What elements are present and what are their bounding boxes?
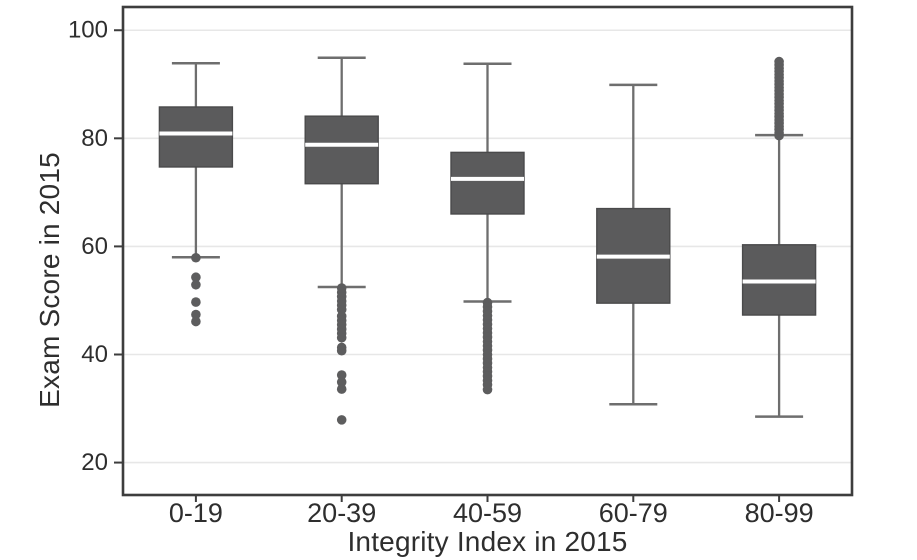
x-tick-label-80-99: 80-99: [745, 498, 814, 528]
outlier-dot: [774, 130, 784, 141]
box-group-0-19: [158, 61, 234, 327]
outlier-dot: [191, 309, 201, 320]
box-group-40-59: [450, 62, 525, 395]
outlier-dot: [336, 377, 347, 387]
outlier-dot: [336, 415, 347, 425]
x-tick-label-20-39: 20-39: [307, 498, 376, 528]
y-tick-label: 20: [81, 449, 108, 476]
x-tick-label-60-79: 60-79: [599, 498, 668, 528]
outlier-dot: [191, 316, 201, 327]
outlier-dot: [191, 252, 201, 263]
box-group-60-79: [596, 83, 671, 406]
x-tick-label-40-59: 40-59: [453, 498, 522, 528]
y-axis-title: Exam Score in 2015: [34, 152, 65, 408]
x-tick-label-0-19: 0-19: [169, 498, 223, 528]
x-axis-title: Integrity Index in 2015: [347, 526, 628, 557]
y-tick-label: 80: [81, 125, 108, 152]
y-tick-label: 40: [81, 341, 108, 368]
outlier-dot: [336, 384, 347, 394]
outlier-dot: [336, 345, 347, 356]
box-group-20-39: [304, 56, 379, 425]
iqr-box: [450, 151, 525, 215]
iqr-box: [304, 115, 379, 185]
y-tick-label: 60: [81, 233, 108, 260]
iqr-box: [158, 106, 234, 168]
outlier-dot: [191, 272, 201, 283]
y-tick-label: 100: [68, 17, 108, 44]
outlier-dot: [336, 332, 347, 343]
outlier-dot: [482, 384, 493, 395]
outlier-dot: [336, 370, 347, 380]
box-group-80-99: [741, 56, 817, 418]
outlier-dot: [191, 297, 201, 307]
outlier-dot: [191, 279, 201, 290]
